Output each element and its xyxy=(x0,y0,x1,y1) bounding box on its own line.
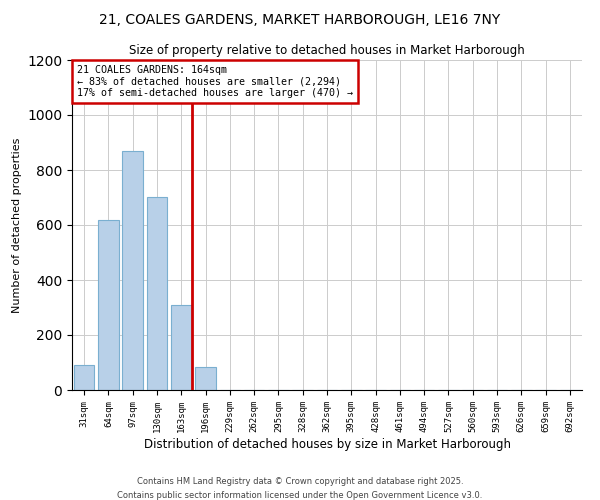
Bar xyxy=(122,151,143,390)
Title: Size of property relative to detached houses in Market Harborough: Size of property relative to detached ho… xyxy=(129,44,525,58)
Text: 21, COALES GARDENS, MARKET HARBOROUGH, LE16 7NY: 21, COALES GARDENS, MARKET HARBOROUGH, L… xyxy=(100,12,500,26)
Text: 21 COALES GARDENS: 164sqm
← 83% of detached houses are smaller (2,294)
17% of se: 21 COALES GARDENS: 164sqm ← 83% of detac… xyxy=(77,65,353,98)
Bar xyxy=(146,198,167,390)
Bar xyxy=(98,220,119,390)
Bar xyxy=(74,365,94,390)
Text: Contains HM Land Registry data © Crown copyright and database right 2025.
Contai: Contains HM Land Registry data © Crown c… xyxy=(118,478,482,500)
X-axis label: Distribution of detached houses by size in Market Harborough: Distribution of detached houses by size … xyxy=(143,438,511,450)
Y-axis label: Number of detached properties: Number of detached properties xyxy=(11,138,22,312)
Bar xyxy=(171,304,191,390)
Bar xyxy=(195,366,216,390)
